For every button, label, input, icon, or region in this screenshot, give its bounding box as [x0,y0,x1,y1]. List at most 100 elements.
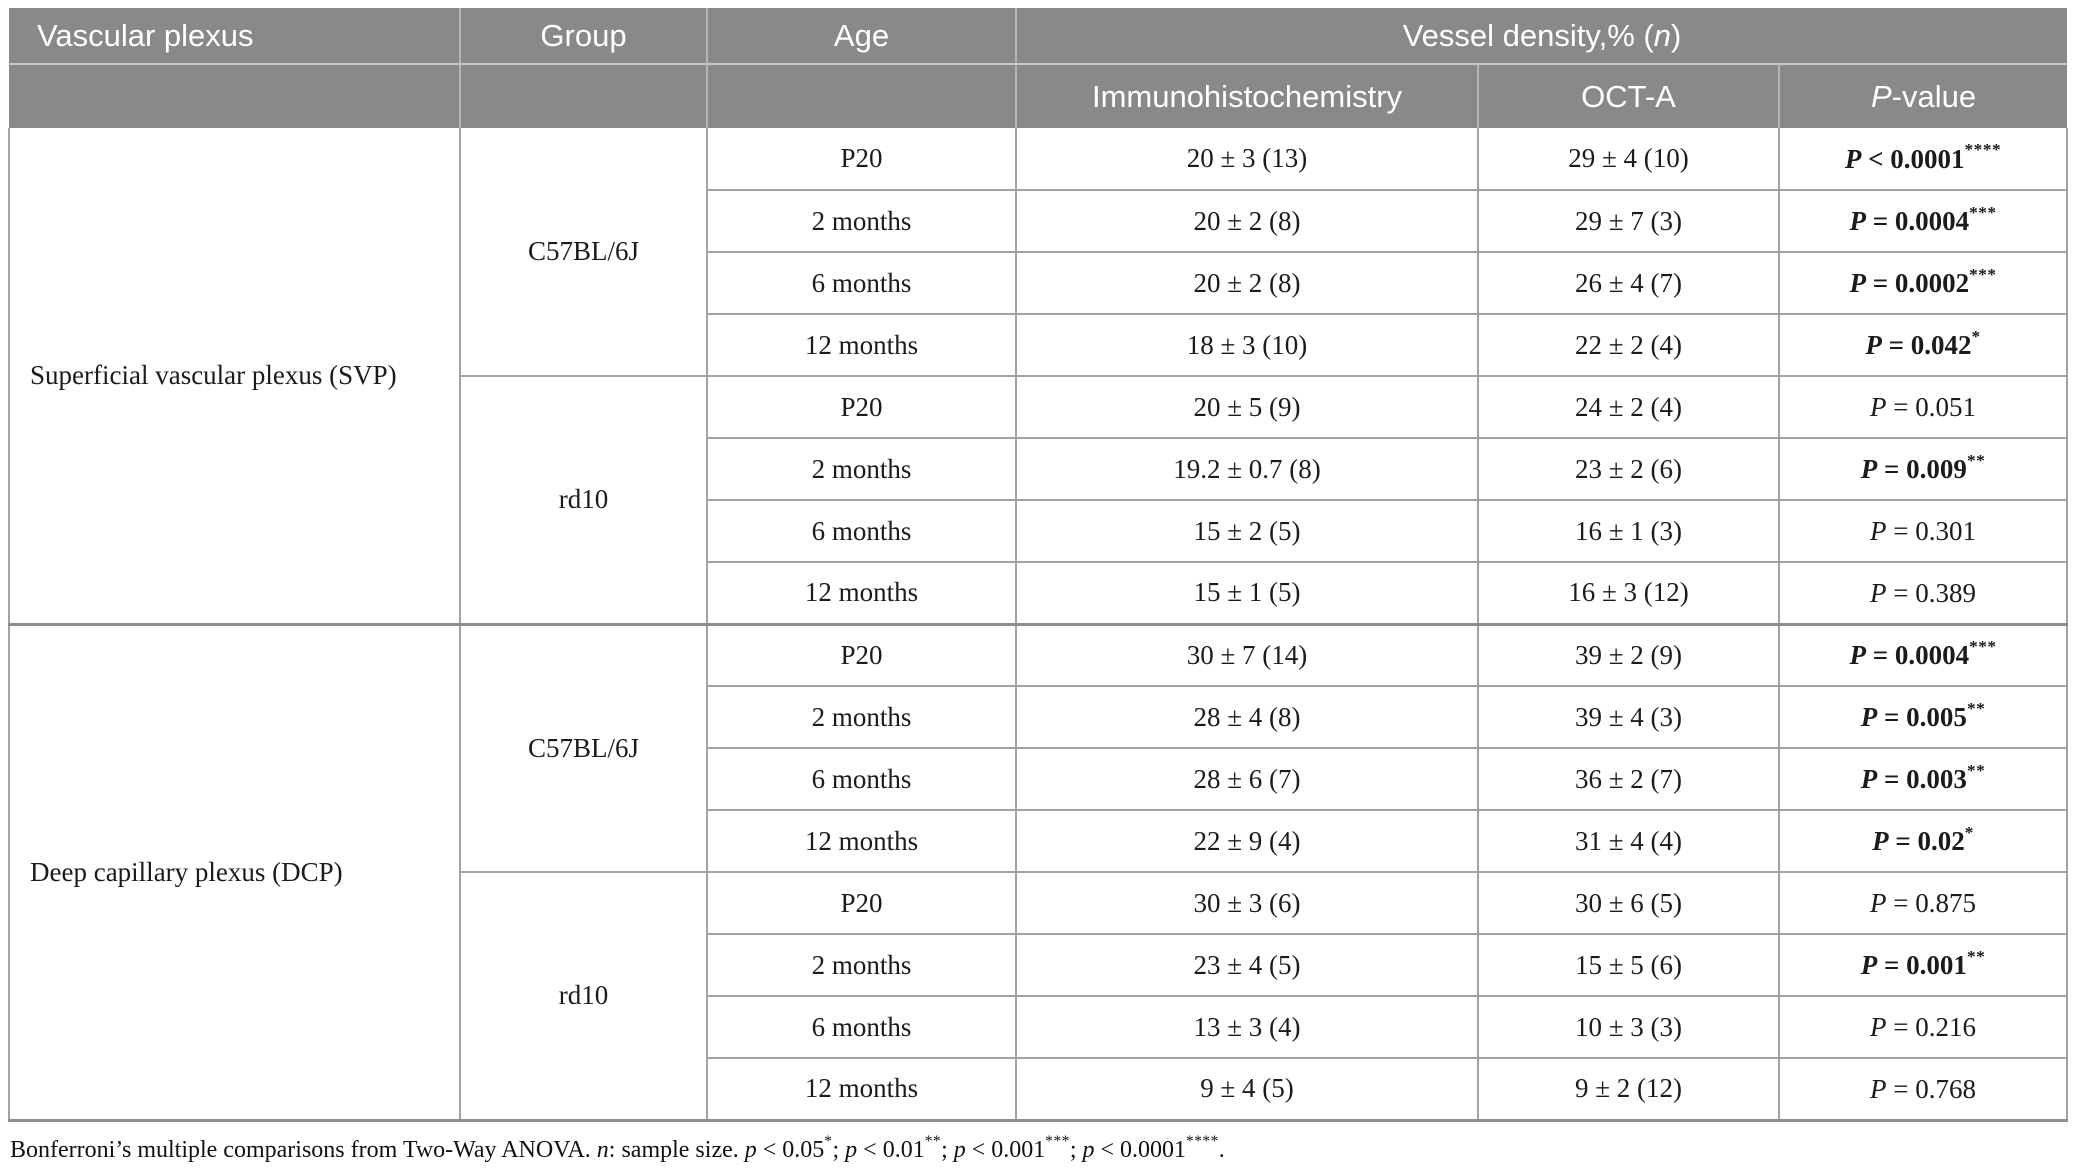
group-label: C57BL/6J [527,732,640,763]
ihc-value-cell: 9 ± 4 (5) [1015,1057,1479,1121]
p-value-cell: P = 0.005** [1778,685,2068,749]
age-cell: 6 months [706,995,1017,1059]
p-symbol: P [1860,764,1878,794]
group-cell-c57: C57BL/6J [459,622,708,873]
p-value-cell: P = 0.051 [1778,375,2068,439]
octa-value-cell: 24 ± 2 (4) [1477,375,1780,439]
table-row: 6 months 28 ± 6 (7) 36 ± 2 (7) P = 0.003… [9,747,2068,811]
octa-value-cell: 23 ± 2 (6) [1477,437,1780,501]
significance-stars: *** [1969,202,1997,222]
p-value-cell: P < 0.0001**** [1778,128,2068,191]
p-number: = 0.009 [1877,454,1967,484]
p-number: < 0.0001 [1861,143,1965,174]
header-empty-cell [9,64,461,128]
p-value-cell: P = 0.875 [1778,871,2068,935]
p-symbol: P [1849,206,1866,236]
header-immunohistochemistry: Immunohistochemistry [1015,64,1479,128]
header-vascular-plexus: Vascular plexus [9,8,461,65]
table-row: 6 months 15 ± 2 (5) 16 ± 1 (3) P = 0.301 [9,499,2068,563]
p-symbol: P [1860,950,1878,980]
group-label: rd10 [558,980,609,1011]
footnote-n: n [596,1136,609,1163]
footnote-threshold: < 0.001 [965,1136,1046,1163]
table-row: 12 months 9 ± 4 (5) 9 ± 2 (12) P = 0.768 [9,1057,2068,1121]
octa-value-cell: 22 ± 2 (4) [1477,313,1780,377]
ihc-value-cell: 15 ± 2 (5) [1015,499,1479,563]
footnote-threshold: < 0.05 [756,1136,825,1163]
ihc-value-cell: 30 ± 3 (6) [1015,871,1479,935]
significance-stars: *** [1969,264,1997,284]
p-value-rest: -value [1891,78,1977,114]
age-cell: 2 months [706,685,1017,749]
octa-value-cell: 26 ± 4 (7) [1477,251,1780,315]
age-cell: 6 months [706,499,1017,563]
ihc-value-cell: 22 ± 9 (4) [1015,809,1479,873]
table-header: Vascular plexus Group Age Vessel density… [9,8,2067,128]
vessel-density-label: Vessel density,% ( [1402,17,1654,53]
age-cell: P20 [706,375,1017,439]
p-number: = 0.216 [1886,1012,1976,1042]
table-row: rd10 P20 30 ± 3 (6) 30 ± 6 (5) P = 0.875 [9,871,2068,1121]
ihc-value-cell: 20 ± 2 (8) [1015,251,1479,315]
ihc-value-cell: 23 ± 4 (5) [1015,933,1479,997]
age-cell: 2 months [706,189,1017,253]
ihc-value-cell: 20 ± 3 (13) [1015,128,1479,191]
header-empty-cell [706,64,1017,128]
table-row: rd10 P20 20 ± 5 (9) 24 ± 2 (4) P = 0.051 [9,375,2068,625]
plexus-cell-dcp: Deep capillary plexus (DCP) [8,622,461,1121]
ihc-value-cell: 18 ± 3 (10) [1015,313,1479,377]
p-number: = 0.768 [1886,1073,1976,1104]
p-number: = 0.0004 [1865,640,1970,671]
ihc-value-cell: 28 ± 6 (7) [1015,747,1479,811]
octa-value-cell: 16 ± 1 (3) [1477,499,1780,563]
ihc-value-cell: 20 ± 2 (8) [1015,189,1479,253]
p-symbol: P [1870,1073,1887,1104]
p-number: = 0.003 [1877,764,1967,794]
significance-stars: ** [1966,450,1986,470]
footnote-threshold: < 0.01 [857,1136,925,1163]
octa-value-cell: 30 ± 6 (5) [1477,871,1780,935]
header-row-1: Vascular plexus Group Age Vessel density… [9,8,2067,65]
significance-stars: *** [1045,1132,1070,1150]
age-cell: 2 months [706,437,1017,501]
p-value-cell: P = 0.0004*** [1778,189,2068,253]
octa-value-cell: 39 ± 2 (9) [1477,622,1780,687]
p-symbol: P [1849,268,1866,298]
vessel-density-suffix: ) [1670,17,1682,53]
header-p-value: P-value [1778,64,2067,128]
table-row: 2 months 23 ± 4 (5) 15 ± 5 (6) P = 0.001… [9,933,2068,997]
p-number: = 0.051 [1886,392,1976,422]
header-row-2: Immunohistochemistry OCT-A P-value [9,64,2067,128]
p-value-p: P [1870,78,1892,114]
table-row: 2 months 20 ± 2 (8) 29 ± 7 (3) P = 0.000… [9,189,2068,253]
footnote-p: p [744,1136,757,1163]
age-cell: 12 months [706,809,1017,873]
table-row: 12 months 15 ± 1 (5) 16 ± 3 (12) P = 0.3… [9,561,2068,625]
table-row: 2 months 28 ± 4 (8) 39 ± 4 (3) P = 0.005… [9,685,2068,749]
table-row: 6 months 20 ± 2 (8) 26 ± 4 (7) P = 0.000… [9,251,2068,315]
p-value-cell: P = 0.301 [1778,499,2068,563]
p-value-cell: P = 0.003** [1778,747,2068,811]
ihc-value-cell: 20 ± 5 (9) [1015,375,1479,439]
octa-value-cell: 39 ± 4 (3) [1477,685,1780,749]
octa-value-cell: 15 ± 5 (6) [1477,933,1780,997]
table-body: Superficial vascular plexus (SVP) C57BL/… [8,128,2068,1121]
p-value-cell: P = 0.009** [1778,437,2068,501]
p-value-cell: P = 0.042* [1778,313,2068,377]
table-row: 12 months 22 ± 9 (4) 31 ± 4 (4) P = 0.02… [9,809,2068,873]
ihc-value-cell: 13 ± 3 (4) [1015,995,1479,1059]
p-symbol: P [1865,330,1882,360]
p-symbol: P [1844,143,1862,174]
p-number: = 0.005 [1877,702,1967,732]
footnote-p: p [1082,1136,1095,1163]
octa-value-cell: 9 ± 2 (12) [1477,1057,1780,1121]
group-cell-rd10: rd10 [459,375,708,625]
footnote-separator: ; [1069,1136,1083,1163]
group-cell-c57: C57BL/6J [459,128,708,377]
p-symbol: P [1870,577,1887,608]
footnote-separator: . [1218,1136,1225,1163]
p-symbol: P [1860,702,1878,732]
header-empty-cell [459,64,708,128]
age-cell: P20 [706,128,1017,191]
